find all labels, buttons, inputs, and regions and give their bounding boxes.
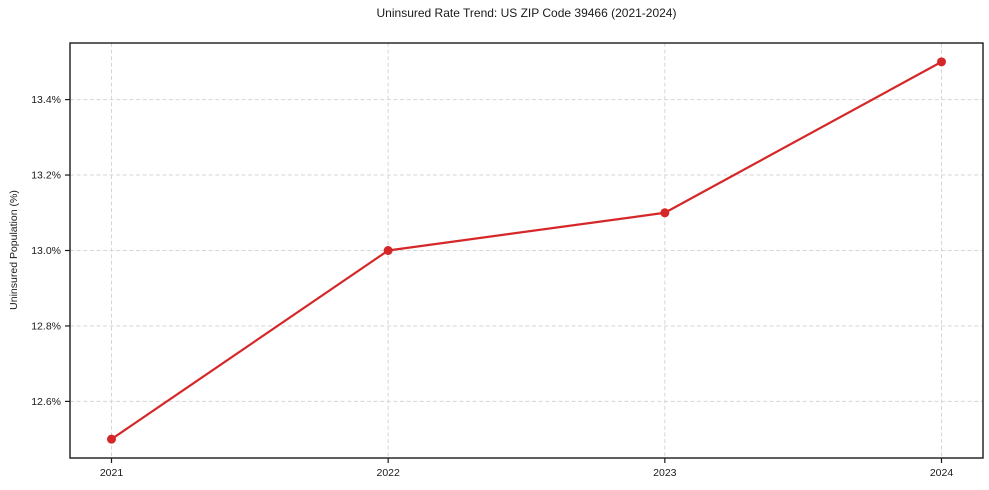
data-point	[660, 208, 670, 218]
trend-line	[110, 60, 943, 441]
x-tick-label: 2024	[930, 467, 954, 479]
x-tick-label: 2022	[376, 467, 400, 479]
x-tick-label: 2021	[100, 467, 124, 479]
data-point	[937, 57, 946, 67]
data-point	[383, 246, 393, 255]
chart-title: Uninsured Rate Trend: US ZIP Code 39466 …	[376, 6, 677, 20]
y-tick-label: 13.4%	[31, 94, 61, 106]
x-tick-label: 2023	[653, 467, 677, 479]
data-point	[107, 434, 116, 444]
y-tick-label: 13.2%	[31, 170, 61, 182]
y-tick-label: 12.6%	[31, 396, 61, 408]
y-tick-label: 13.0%	[31, 245, 61, 257]
y-tick-label: 12.8%	[31, 320, 61, 332]
